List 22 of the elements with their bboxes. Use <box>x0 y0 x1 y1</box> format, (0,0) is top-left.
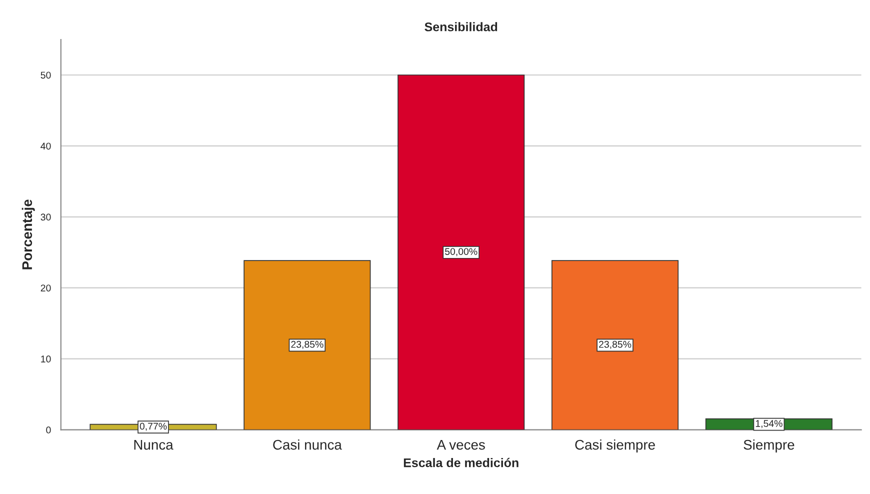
x-tick-label: A veces <box>436 440 485 450</box>
y-tick-label: 50 <box>40 72 51 79</box>
bar <box>244 260 371 430</box>
y-tick-label: 20 <box>40 284 51 292</box>
data-label: 1,54% <box>756 420 782 428</box>
y-tick-label: 40 <box>40 142 51 150</box>
chart-title: Sensibilidad <box>424 22 498 32</box>
y-tick-label: 30 <box>40 214 51 221</box>
y-tick-label: 0 <box>46 426 51 434</box>
bar <box>551 260 679 430</box>
x-tick-label: Siempre <box>744 440 794 452</box>
y-tick-label: 10 <box>41 356 51 362</box>
bar <box>398 74 525 430</box>
x-tick-label: Nunca <box>134 440 174 450</box>
y-axis-title: Porcentaje <box>22 200 35 270</box>
data-label: 23,85% <box>291 340 324 349</box>
data-label: 0,77% <box>140 422 167 431</box>
x-tick-label: Casi nunca <box>273 440 342 450</box>
data-label: 50,00% <box>445 248 478 256</box>
x-tick-label: Casi siempre <box>575 440 655 452</box>
x-axis-title: Escala de medición <box>404 458 518 468</box>
data-label: 23,85% <box>599 340 632 349</box>
